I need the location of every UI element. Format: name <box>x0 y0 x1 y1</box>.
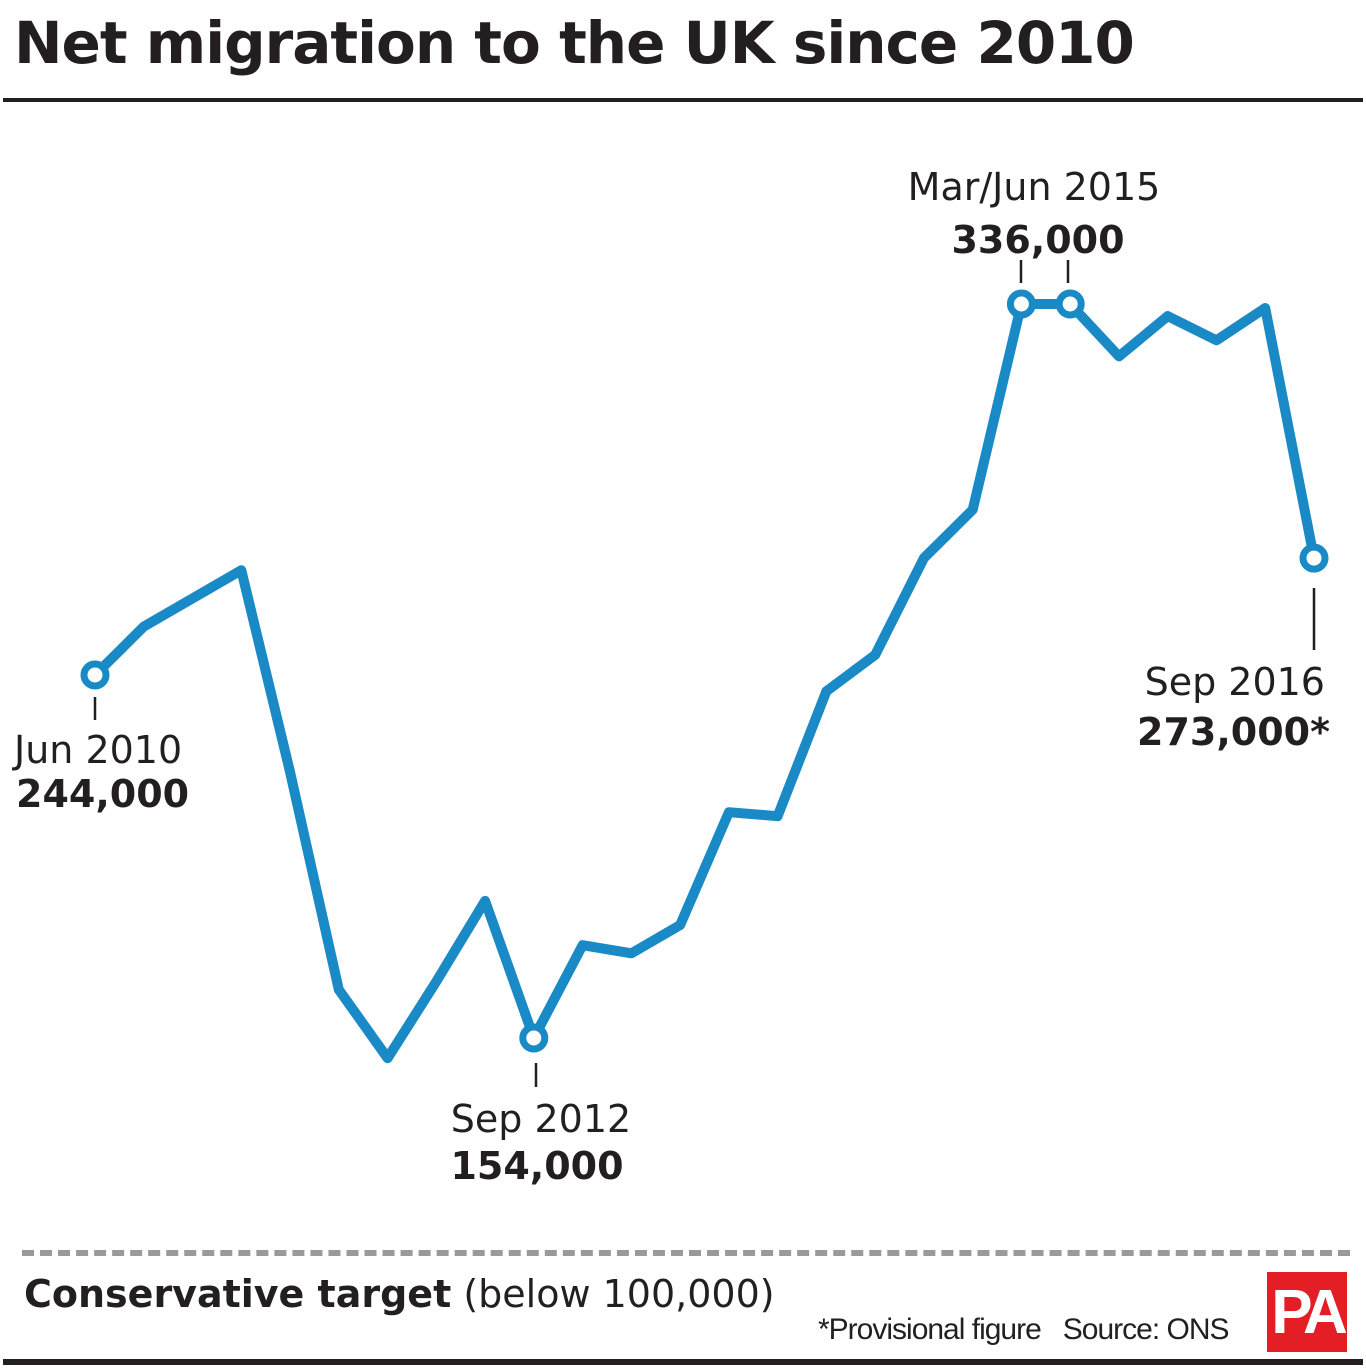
target-divider <box>22 1250 1350 1256</box>
annotation-sep-2012: Sep 2012 154,000 <box>450 1063 631 1188</box>
data-point-sep-2016 <box>1299 543 1329 573</box>
target-label: Conservative target <box>24 1272 452 1316</box>
line-chart: Jun 2010 244,000 Sep 2012 154,000 Mar/Ju… <box>12 165 1330 1188</box>
annotation-label-jun-2010: Jun 2010 <box>12 728 182 772</box>
source-credit: Source: ONS <box>1062 1313 1230 1346</box>
annotation-value-sep-2012: 154,000 <box>450 1144 623 1188</box>
data-point-jun-2015 <box>1055 289 1085 319</box>
annotation-sep-2016: Sep 2016 273,000* <box>1137 588 1330 754</box>
pa-logo: PA <box>1267 1272 1348 1352</box>
annotation-label-sep-2016: Sep 2016 <box>1145 660 1325 704</box>
annotation-label-sep-2012: Sep 2012 <box>451 1097 631 1141</box>
data-point-sep-2012 <box>519 1023 549 1053</box>
annotation-jun-2010: Jun 2010 244,000 <box>12 697 189 816</box>
annotation-value-jun-2010: 244,000 <box>16 772 189 816</box>
annotation-value-sep-2016: 273,000* <box>1137 710 1330 754</box>
chart-title: Net migration to the UK since 2010 <box>14 9 1135 77</box>
annotation-mar-jun-2015: Mar/Jun 2015 336,000 <box>908 165 1161 283</box>
conservative-target: Conservative target (below 100,000) <box>24 1272 775 1316</box>
target-value: (below 100,000) <box>463 1272 775 1316</box>
data-point-jun-2010 <box>80 660 110 690</box>
annotation-value-mar-jun-2015: 336,000 <box>951 218 1124 262</box>
bottom-rule <box>3 1359 1363 1365</box>
footer-notes: *Provisional figure Source: ONS <box>818 1313 1230 1347</box>
data-point-mar-2015 <box>1006 289 1036 319</box>
annotation-label-mar-jun-2015: Mar/Jun 2015 <box>908 165 1161 209</box>
net-migration-line <box>90 299 1319 1064</box>
title-rule <box>3 98 1363 102</box>
provisional-footnote: *Provisional figure <box>818 1313 1042 1346</box>
